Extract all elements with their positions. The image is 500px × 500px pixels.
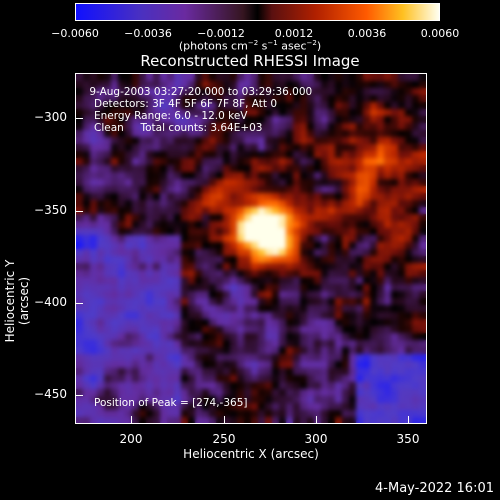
- x-tick-mark: [408, 416, 409, 424]
- colorbar-units: (photons cm−2 s−1 asec−2): [178, 39, 322, 53]
- colorbar-tick-label: 0.0060: [420, 27, 460, 40]
- detectors-text: Detectors: 3F 4F 5F 6F 7F 8F, Att 0: [94, 98, 278, 110]
- time-range-text: 9-Aug-2003 03:27:20.000 to 03:29:36.000: [86, 86, 313, 98]
- clean-counts-text: Clean Total counts: 3.64E+03: [94, 122, 263, 134]
- colorbar-tick-label: 0.0012: [274, 27, 314, 40]
- x-tick-label: 250: [212, 432, 236, 446]
- x-tick-label: 200: [119, 432, 143, 446]
- x-axis-label: Heliocentric X (arcsec): [183, 447, 319, 461]
- rhessi-image-panel: 9-Aug-2003 03:27:20.000 to 03:29:36.000 …: [75, 73, 427, 424]
- energy-range-text: Energy Range: 6.0 - 12.0 keV: [94, 110, 248, 122]
- y-tick-label: −450: [34, 387, 67, 401]
- date-stamp: 4-May-2022 16:01: [375, 481, 494, 496]
- x-tick-mark: [131, 416, 132, 424]
- colorbar-tick-label: −0.0060: [51, 27, 99, 40]
- colorbar-tick-label: −0.0036: [124, 27, 172, 40]
- y-tick-mark: [75, 395, 83, 396]
- colorbar: [75, 3, 440, 21]
- x-tick-mark: [316, 416, 317, 424]
- colorbar-tick-label: 0.0036: [347, 27, 387, 40]
- y-tick-mark: [75, 303, 83, 304]
- y-tick-label: −350: [34, 203, 67, 217]
- y-tick-mark: [75, 211, 83, 212]
- x-tick-label: 300: [304, 432, 328, 446]
- y-tick-label: −300: [34, 110, 67, 124]
- x-tick-mark: [224, 416, 225, 424]
- plot-title: Reconstructed RHESSI Image: [140, 52, 360, 70]
- peak-position-text: Position of Peak = [274,-365]: [94, 397, 248, 409]
- y-tick-mark: [75, 118, 83, 119]
- reconstructed-image-map: [76, 74, 426, 423]
- colorbar-tick-label: −0.0012: [197, 27, 245, 40]
- y-tick-label: −400: [34, 295, 67, 309]
- x-tick-label: 350: [396, 432, 420, 446]
- y-axis-label: Heliocentric Y (arcsec): [3, 259, 31, 343]
